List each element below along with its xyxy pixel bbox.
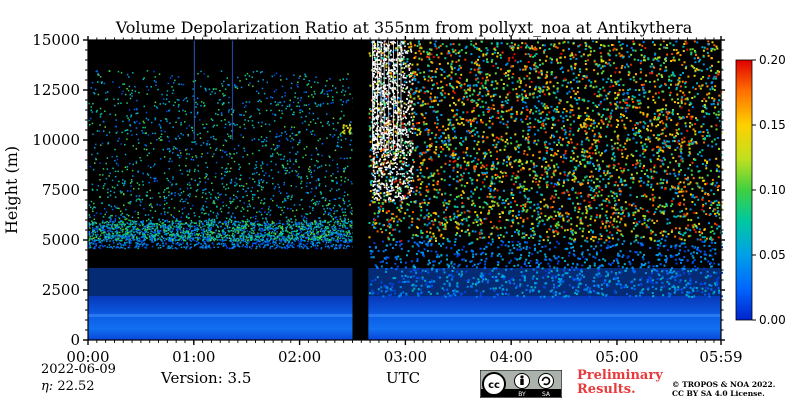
preliminary-note: Preliminary Results. [577,369,663,397]
footer-eta: η: 22.52 [41,379,95,394]
y-tick-label: 2500 [42,281,80,299]
cirrus-patch [342,131,344,133]
white-column [381,40,382,150]
colorbar: 0.00 0.05 0.10 0.15 0.20 [736,53,786,327]
white-column [397,40,398,150]
vertical-streak-1 [232,40,233,140]
copyright-line-2: CC BY SA 4.0 License. [672,389,775,398]
cirrus-patch [343,127,345,129]
cc-sa-label: SA [542,391,551,398]
cc-by-sa-icon: cc BY SA [480,370,562,398]
cirrus-patch [349,124,351,126]
aerosol-stripe [88,314,721,317]
y-tick-label: 12500 [32,81,80,99]
y-axis-label: Height (m) [2,146,21,234]
x-tick-label: 03:00 [384,348,427,366]
data-gap [352,40,368,340]
white-column [388,40,389,150]
cirrus-patch [345,125,347,127]
colorbar-gradient [736,60,752,320]
copyright-note: © TROPOS & NOA 2022. CC BY SA 4.0 Licens… [672,380,775,398]
y-tick-label: 5000 [42,231,80,249]
white-column [401,40,402,150]
white-column [377,40,378,150]
colorbar-tick-label: 0.15 [759,118,786,132]
colorbar-tick-label: 0.05 [759,248,786,262]
cirrus-patch [350,127,352,129]
x-tick-label: 04:00 [490,348,533,366]
y-tick-label: 0 [70,331,80,349]
white-column [384,40,385,150]
plot-area [88,40,723,340]
aerosol-layer [88,296,721,340]
white-column [393,40,394,150]
eta-value: 22.52 [57,379,94,394]
y-tick-label: 7500 [42,181,80,199]
x-tick-label: 02:00 [278,348,321,366]
cc-by-label: BY [518,391,526,398]
x-axis-label: UTC [386,369,420,387]
preliminary-line-1: Preliminary [577,369,663,383]
colorbar-tick-label: 0.20 [759,53,786,67]
cirrus-patch [347,127,349,129]
x-tick-label: 01:00 [172,348,215,366]
x-tick-label: 05:59 [699,348,742,366]
footer-date: 2022-06-09 [41,362,116,377]
preliminary-line-2: Results. [577,383,663,397]
copyright-line-1: © TROPOS & NOA 2022. [672,380,775,389]
y-tick-label: 15000 [32,31,80,49]
chart-title: Volume Depolarization Ratio at 355nm fro… [115,18,693,37]
white-column [372,40,373,150]
y-tick-label: 10000 [32,131,80,149]
x-tick-label: 05:00 [595,348,638,366]
eta-label: η: [41,379,53,394]
colorbar-tick-label: 0.00 [759,313,786,327]
footer-version: Version: 3.5 [161,369,251,387]
cirrus-patch [349,133,351,135]
vertical-streak-0 [194,40,195,140]
cirrus-patch [343,124,345,126]
cirrus-patch [348,131,350,133]
colorbar-tick-label: 0.10 [759,183,786,197]
